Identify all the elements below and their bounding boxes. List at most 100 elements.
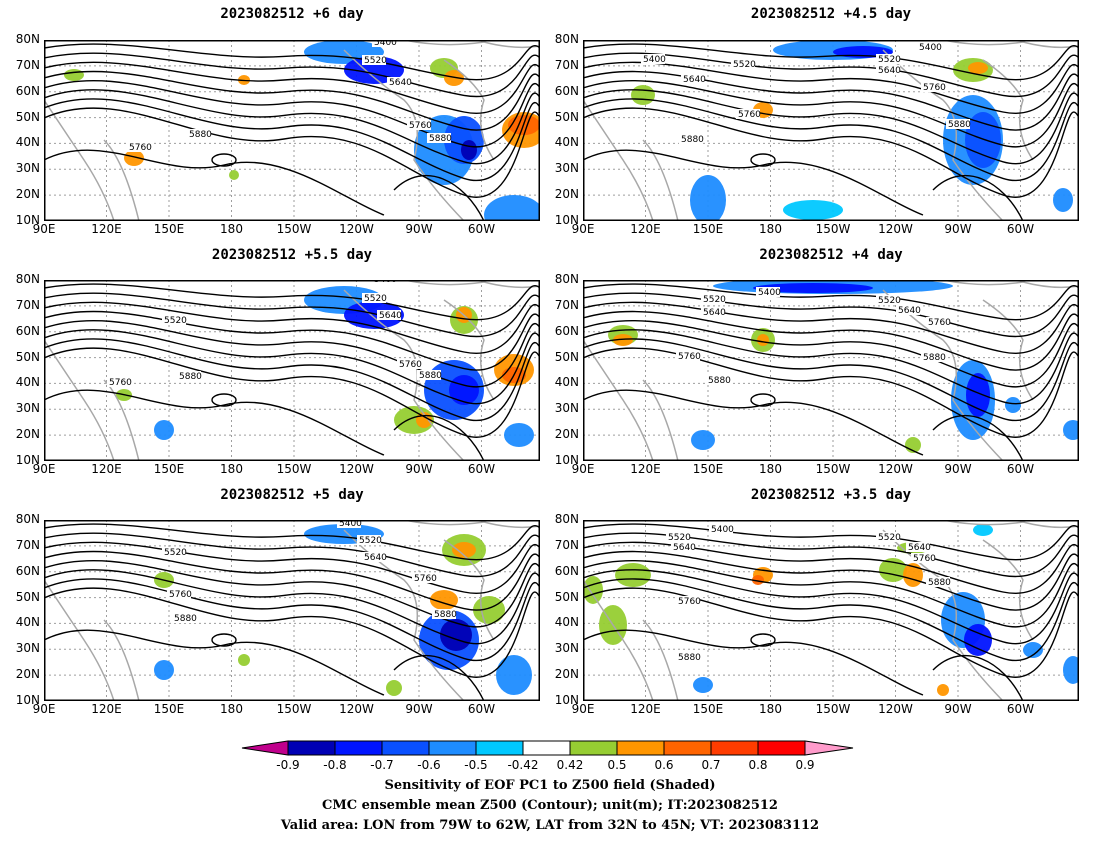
lat-tick-label: 40N — [15, 615, 40, 630]
lat-tick-label: 30N — [554, 161, 579, 176]
contour-label: 5640 — [364, 553, 387, 563]
caption-line-3: Valid area: LON from 79W to 62W, LAT fro… — [280, 818, 820, 833]
contour-label: 5520 — [878, 533, 901, 543]
contour-label: 5640 — [379, 311, 402, 321]
lon-tick-label: 60W — [1006, 702, 1035, 716]
lat-tick-label: 80N — [15, 32, 40, 46]
coastline — [44, 40, 540, 221]
lat-tick-label: 60N — [15, 323, 40, 338]
lon-tick-label: 90W — [405, 462, 433, 476]
lon-tick-label: 150W — [815, 702, 851, 716]
lon-tick-label: 150E — [692, 462, 724, 476]
lon-tick-label: 120W — [339, 702, 374, 716]
contour-label: 5400 — [919, 43, 942, 53]
lat-tick-label: 70N — [554, 57, 579, 72]
contour-label: 5880 — [429, 134, 452, 144]
lon-tick-label: 60W — [467, 222, 496, 236]
lon-tick-label: 90E — [571, 702, 595, 716]
contour-label-group: 5400 5520 5640 5760 5760 5880 5880 — [127, 40, 452, 153]
legend-tick-label: 0.7 — [701, 758, 720, 772]
lat-tick-label: 60N — [554, 563, 579, 578]
panel-title-4: 2023082512 +4 day — [759, 247, 903, 263]
legend-swatch — [522, 740, 571, 756]
panel-title-2: 2023082512 +4.5 day — [750, 6, 912, 22]
contour-label: 5520 — [878, 296, 901, 306]
lon-tick-label: 180 — [220, 462, 243, 476]
lon-tick-label: 90E — [32, 222, 56, 236]
legend-high-arrow — [804, 740, 854, 756]
lat-tick-label: 50N — [554, 109, 579, 124]
caption-line-2: CMC ensemble mean Z500 (Contour); unit(m… — [322, 798, 778, 813]
legend-tick-label: -0.7 — [370, 758, 393, 772]
lon-tick-label: 60W — [1006, 222, 1035, 236]
lat-tick-label: 70N — [554, 297, 579, 312]
legend-tick-label: 0.5 — [607, 758, 626, 772]
legend-tick-label: 0.42 — [557, 758, 584, 772]
lon-tick-label: 150W — [276, 702, 312, 716]
contour-label: 5640 — [703, 308, 726, 318]
legend-swatch — [428, 740, 477, 756]
lon-tick-label: 120W — [339, 222, 374, 236]
legend-swatch — [757, 740, 806, 756]
contour-label: 5640 — [878, 66, 901, 76]
lat-tick-label: 50N — [15, 109, 40, 124]
lon-tick-label: 60W — [467, 462, 496, 476]
lon-tick-label: 150W — [815, 222, 851, 236]
lat-tick-label: 60N — [15, 83, 40, 98]
legend-tick-label: -0.9 — [276, 758, 299, 772]
lon-tick-label: 90E — [571, 462, 595, 476]
map-panel-4: 5400 5520 5520 5640 5640 5760 5760 5880 5880 — [583, 280, 1079, 461]
contour-label: 5520 — [164, 548, 187, 558]
contour-label: 5760 — [109, 378, 132, 388]
lon-tick-label: 150W — [276, 222, 312, 236]
lon-tick-label: 150E — [692, 702, 724, 716]
contour-label: 5760 — [399, 360, 422, 370]
panel-title-1: 2023082512 +6 day — [220, 6, 364, 22]
contour-label: 5880 — [948, 120, 971, 130]
coastline — [44, 520, 540, 701]
lon-tick-label: 150W — [815, 462, 851, 476]
lat-tick-label: 20N — [554, 187, 579, 202]
lat-tick-label: 30N — [554, 641, 579, 656]
contour-label: 5400 — [374, 280, 397, 285]
contour-label: 5520 — [878, 55, 901, 65]
lat-tick-label: 80N — [554, 512, 579, 526]
lat-tick-label: 10N — [15, 453, 40, 467]
lat-tick-label: 10N — [554, 453, 579, 467]
lat-tick-label: 20N — [15, 427, 40, 442]
lon-tick-label: 150E — [153, 222, 185, 236]
contour-label: 5760 — [678, 597, 701, 607]
lat-tick-label: 10N — [554, 213, 579, 227]
contour-label: 5760 — [169, 590, 192, 600]
lat-tick-label: 10N — [554, 693, 579, 707]
lon-tick-label: 150E — [153, 702, 185, 716]
lon-tick-label: 120E — [91, 702, 122, 716]
lat-tick-label: 20N — [15, 667, 40, 682]
z500-contours — [583, 523, 1079, 701]
contour-label: 5760 — [923, 83, 946, 93]
lon-tick-label: 120E — [630, 702, 661, 716]
lat-tick-label: 30N — [15, 161, 40, 176]
lat-tick-label: 80N — [554, 272, 579, 286]
lon-tick-label: 120E — [630, 222, 661, 236]
contour-label: 5400 — [339, 520, 362, 529]
lat-tick-label: 70N — [15, 537, 40, 552]
legend-swatch — [334, 740, 383, 756]
map-panel-3: 5400 5520 5520 5640 5760 5760 5880 5880 — [44, 280, 540, 461]
lat-tick-label: 60N — [554, 83, 579, 98]
panel-title-3: 2023082512 +5.5 day — [211, 247, 373, 263]
contour-label: 5400 — [374, 40, 397, 48]
lat-tick-label: 70N — [554, 537, 579, 552]
legend-swatch — [569, 740, 618, 756]
contour-label: 5520 — [733, 60, 756, 70]
lat-tick-label: 10N — [15, 693, 40, 707]
lat-tick-label: 80N — [554, 32, 579, 46]
lon-tick-label: 120E — [91, 222, 122, 236]
lat-tick-label: 60N — [554, 323, 579, 338]
lat-tick-label: 80N — [15, 272, 40, 286]
contour-label: 5400 — [711, 525, 734, 535]
z500-contours — [44, 43, 540, 221]
